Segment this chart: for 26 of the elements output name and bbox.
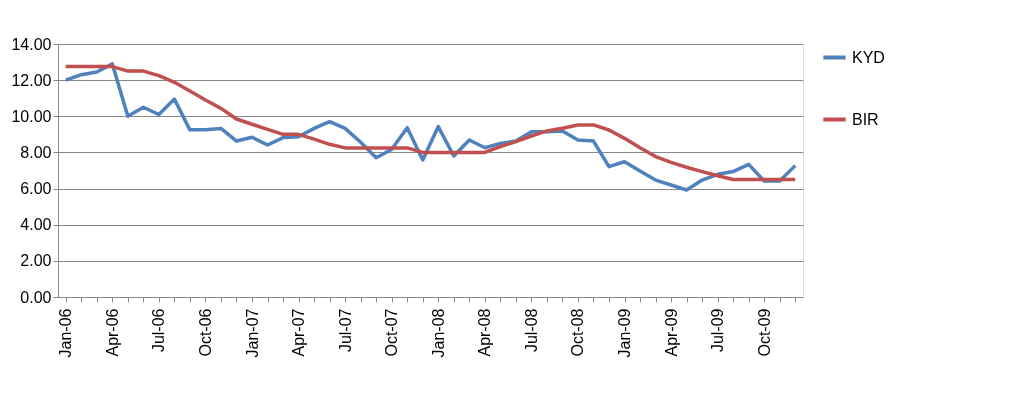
- x-tick-label: Jan-07: [243, 308, 261, 358]
- x-tick-label: Apr-08: [476, 308, 494, 357]
- y-tick-label: 4.00: [20, 216, 52, 234]
- x-tick-label: Apr-07: [290, 308, 308, 357]
- legend-label: KYD: [852, 48, 885, 66]
- x-tick-label: Apr-06: [103, 308, 121, 357]
- x-tick-label: Jan-06: [57, 308, 75, 358]
- x-tick-label: Jul-08: [522, 308, 540, 353]
- y-tick-label: 14.00: [11, 35, 52, 53]
- y-tick-label: 2.00: [20, 252, 52, 270]
- y-tick-label: 8.00: [20, 143, 52, 161]
- legend-label: BIR: [852, 110, 879, 128]
- x-tick-label: Jan-09: [616, 308, 634, 358]
- x-tick-label: Jul-06: [150, 308, 168, 353]
- x-tick-label: Oct-09: [755, 308, 773, 357]
- y-tick-label: 6.00: [20, 180, 52, 198]
- x-tick-label: Apr-09: [662, 308, 680, 357]
- x-tick-label: Jan-08: [429, 308, 447, 358]
- x-tick-label: Jul-07: [336, 308, 354, 353]
- y-tick-label: 10.00: [11, 107, 52, 125]
- x-tick-label: Oct-07: [383, 308, 401, 357]
- x-tick-label: Oct-08: [569, 308, 587, 357]
- y-tick-label: 0.00: [20, 288, 52, 306]
- x-tick-label: Oct-06: [196, 308, 214, 357]
- x-tick-label: Jul-09: [709, 308, 727, 353]
- y-tick-label: 12.00: [11, 71, 52, 89]
